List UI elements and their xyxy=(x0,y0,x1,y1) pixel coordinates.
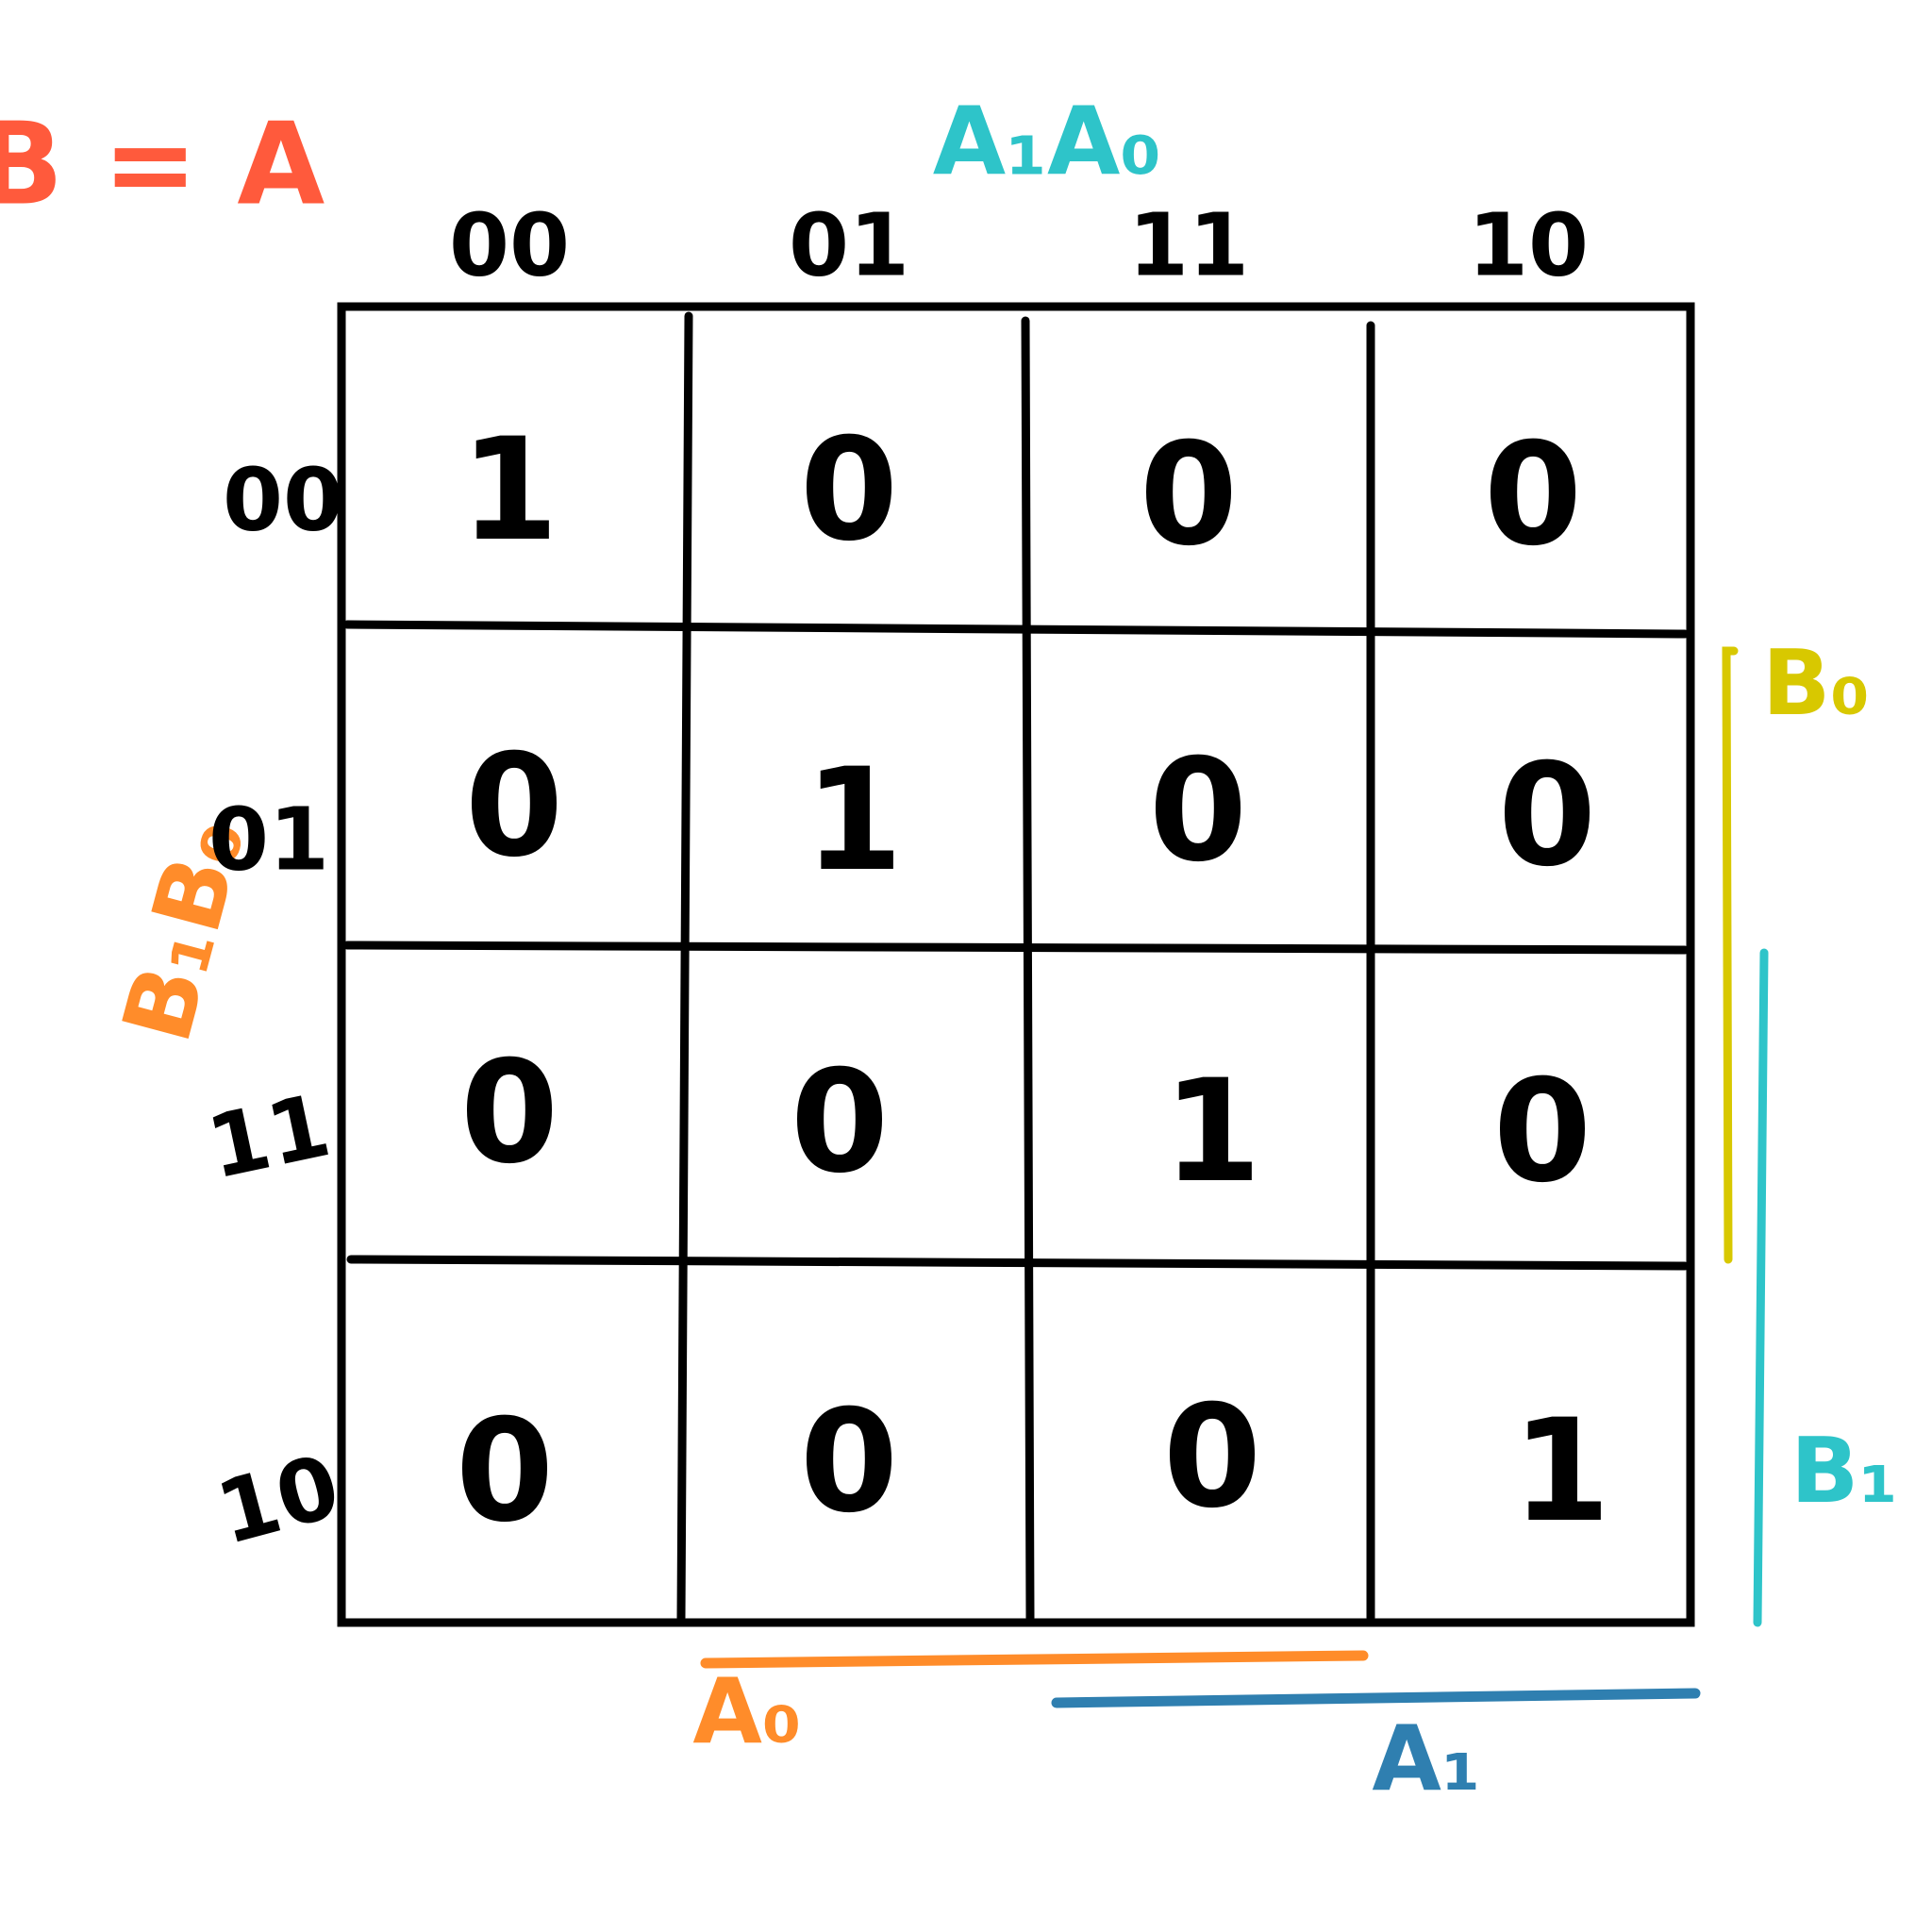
b1-label: B₁ xyxy=(1790,1420,1898,1524)
kmap-cell: 1 xyxy=(460,408,558,573)
a0-bracket xyxy=(700,1650,1369,1669)
a0-label: A₀ xyxy=(692,1660,801,1764)
kmap-cell: 0 xyxy=(465,724,563,889)
row-header: 00 xyxy=(223,450,343,551)
kmap-cell: 0 xyxy=(800,1380,898,1544)
column-header: 00 xyxy=(449,195,570,296)
grid-line-horizontal xyxy=(342,941,1690,955)
grid-line-horizontal xyxy=(346,1255,1690,1271)
column-headers: 00 01 11 10 xyxy=(449,195,1589,296)
column-header: 10 xyxy=(1468,195,1589,296)
grid-line-horizontal xyxy=(342,620,1690,639)
row-header: 10 xyxy=(207,1436,349,1564)
kmap-cell: 1 xyxy=(1512,1390,1610,1554)
kmap-cell: 0 xyxy=(791,1041,889,1205)
kmap-grid xyxy=(337,302,1695,1627)
column-variables-label: A₁A₀ xyxy=(933,87,1161,197)
kmap-cell: 0 xyxy=(800,408,898,573)
a1-label: A₁ xyxy=(1372,1707,1480,1811)
column-header: 11 xyxy=(1128,195,1249,296)
grid-line-vertical xyxy=(1021,316,1035,1623)
column-header: 01 xyxy=(789,195,909,296)
b1-bracket xyxy=(1753,948,1769,1627)
kmap-cell: 0 xyxy=(456,1390,554,1554)
kmap-cell: 0 xyxy=(460,1031,558,1195)
kmap-cell: 0 xyxy=(1498,734,1596,898)
kmap-cell: 1 xyxy=(805,739,903,903)
variable-brackets xyxy=(700,646,1769,1708)
kmap-cell: 1 xyxy=(1163,1050,1261,1214)
a1-bracket xyxy=(1051,1688,1701,1708)
kmap-cells: 1 0 0 0 0 1 0 0 0 0 1 0 0 0 0 1 xyxy=(456,408,1610,1554)
row-headers: 00 01 11 10 xyxy=(199,450,349,1565)
b0-bracket xyxy=(1722,646,1739,1264)
kmap-cell: 0 xyxy=(1484,413,1582,577)
grid-outline xyxy=(337,302,1695,1627)
row-header: 11 xyxy=(199,1074,338,1198)
kmap-cell: 0 xyxy=(1493,1050,1591,1214)
kmap-cell: 0 xyxy=(1140,413,1238,577)
map-title: B = A xyxy=(0,100,325,231)
grid-line-vertical xyxy=(676,311,693,1623)
kmap-cell: 0 xyxy=(1149,729,1247,893)
row-header: 01 xyxy=(208,790,329,891)
kmap-cell: 0 xyxy=(1163,1375,1261,1540)
b0-label: B₀ xyxy=(1762,632,1870,736)
